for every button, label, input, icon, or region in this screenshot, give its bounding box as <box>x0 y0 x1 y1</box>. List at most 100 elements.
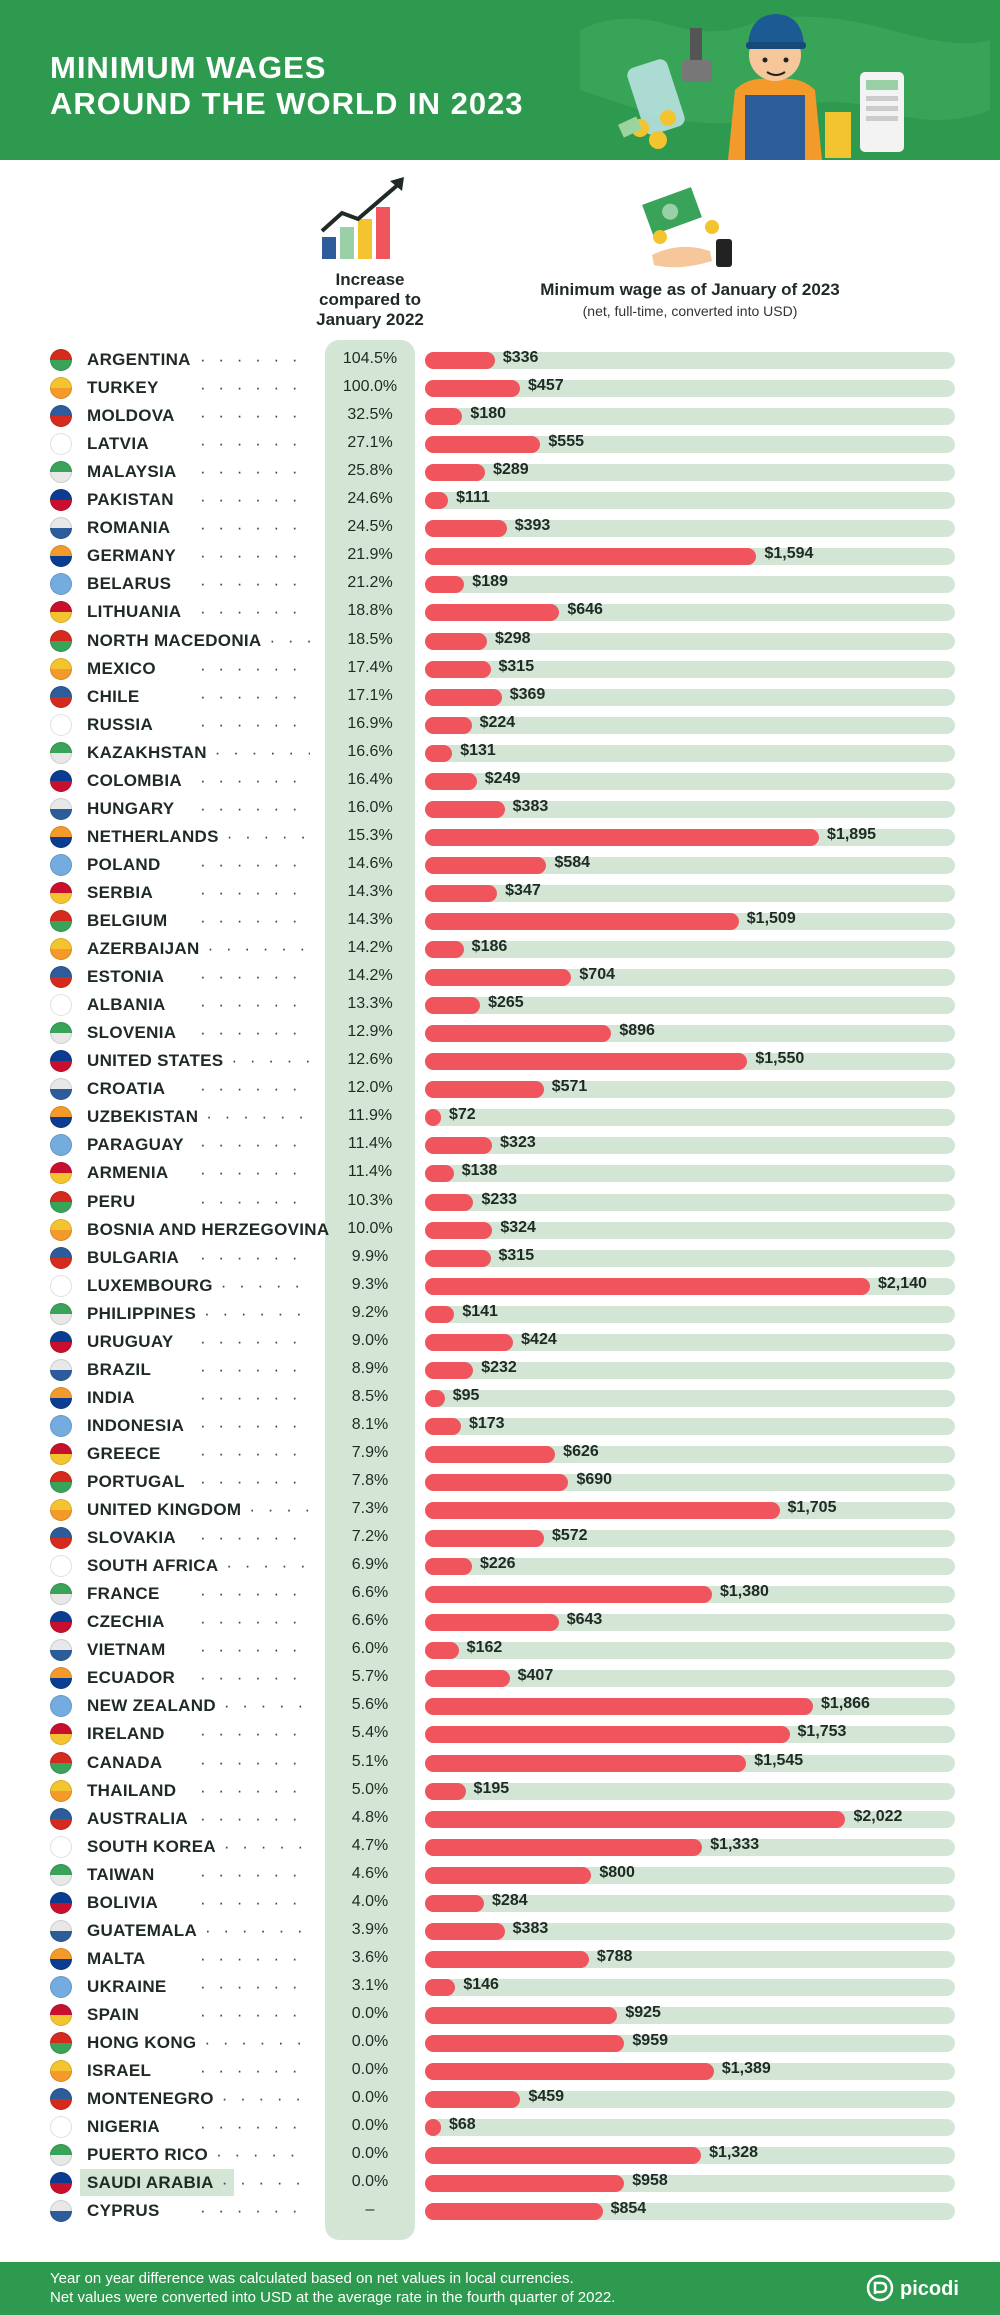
wage-bar <box>425 1389 445 1407</box>
wage-value-label: $1,550 <box>755 1050 805 1068</box>
increase-value: 17.1% <box>347 686 393 704</box>
increase-value: 104.5% <box>342 350 398 367</box>
wage-value-label: $162 <box>466 1639 503 1657</box>
chart-row: MONTENEGRO 0.0% $459 · · · · · · · · · · · … <box>0 2085 1000 2113</box>
wage-bar <box>425 1642 459 1660</box>
wage-value-label: $626 <box>563 1442 599 1460</box>
increase-value: 9.3% <box>351 1275 389 1293</box>
chart-row: UZBEKISTAN 11.9% $72 · · · · · · · · · · · … <box>0 1103 1000 1131</box>
bar-track <box>425 1165 955 1183</box>
dot-leader: · · · · · · · · · · · · <box>223 1836 310 1856</box>
country-name: ECUADOR <box>87 1668 176 1688</box>
country-name: NIGERIA <box>87 2117 160 2137</box>
picodi-logo-icon <box>866 2274 894 2302</box>
wage-value-label: $111 <box>456 489 490 507</box>
wage-value-label: $2,022 <box>853 1807 903 1825</box>
wage-value-label: $323 <box>500 1134 536 1152</box>
wage-bar <box>425 1894 485 1912</box>
wage-value-label: $289 <box>493 461 529 479</box>
chart-row: POLAND 14.6% $584 · · · · · · · · · · · · <box>0 851 1000 879</box>
dot-leader: · · · · · · · · · · · · <box>200 798 310 818</box>
increase-value: 14.6% <box>347 854 393 872</box>
wage-bar <box>425 1978 456 1996</box>
country-name: UNITED STATES <box>87 1051 224 1071</box>
wage-value-label: $224 <box>479 713 516 731</box>
wage-value-label: $347 <box>505 881 541 899</box>
chart-row: INDIA 8.5% $95 · · · · · · · · · · · · <box>0 1384 1000 1412</box>
bar-track <box>425 1081 955 1099</box>
dot-leader: · · · · · · · · · · · · <box>200 1415 310 1435</box>
dot-leader: · · · · · · · · · · · · <box>200 1387 310 1407</box>
footer-banner: Year on year difference was calculated b… <box>0 2262 1000 2315</box>
country-name: MOLDOVA <box>87 406 175 426</box>
wage-value-label: $854 <box>610 2200 647 2218</box>
country-name: UNITED KINGDOM <box>87 1500 242 1520</box>
country-name: SPAIN <box>87 2004 140 2024</box>
dot-leader: · · · · · · · · · · · · <box>221 2089 310 2109</box>
chart-row: UNITED KINGDOM 7.3% $1,705 · · · · · · · · … <box>0 1496 1000 1524</box>
wage-bar <box>425 660 491 678</box>
chart-row: UNITED STATES 12.6% $1,550 · · · · · · · · … <box>0 1047 1000 1075</box>
dot-leader: · · · · · · · · · · · · <box>200 911 310 930</box>
country-name: MEXICO <box>87 658 156 678</box>
increase-value: 10.0% <box>347 1219 393 1237</box>
increase-value: 7.3% <box>351 1500 389 1518</box>
wage-bar <box>425 2063 714 2081</box>
dot-leader: · · · · · · · · · · · · <box>200 602 310 622</box>
country-name: LATVIA <box>87 434 149 454</box>
dot-leader: · · · · · · · · · · · · <box>200 854 310 874</box>
dot-leader: · · · · · · · · · · · · <box>200 1191 310 1211</box>
increase-value: 0.0% <box>351 2004 389 2022</box>
dot-leader: · · · · · · · · · · · · <box>200 518 310 538</box>
country-name: NETHERLANDS <box>87 826 219 846</box>
country-flag-icon <box>50 601 72 624</box>
bar-track <box>425 1137 955 1155</box>
dot-leader: · · · · · · · · · · · · <box>200 546 310 566</box>
country-flag-icon <box>50 1527 72 1550</box>
country-name: GERMANY <box>87 546 176 566</box>
header-banner: MINIMUM WAGES AROUND THE WORLD IN 2023 <box>0 0 1000 160</box>
country-name: URUGUAY <box>87 1331 174 1351</box>
wage-bar <box>425 1558 472 1576</box>
bar-track <box>425 800 955 818</box>
increase-value: 18.8% <box>347 602 393 620</box>
wage-value-label: $138 <box>461 1162 498 1180</box>
bar-track <box>425 380 955 398</box>
chart-row: GREECE 7.9% $626 · · · · · · · · · · · · <box>0 1440 1000 1468</box>
country-name: POLAND <box>87 854 161 874</box>
chart-row: BELARUS 21.2% $189 · · · · · · · · · · · · <box>0 570 1000 598</box>
increase-value: 5.7% <box>351 1668 389 1686</box>
increase-value: 0.0% <box>351 2117 389 2135</box>
country-flag-icon <box>50 461 72 484</box>
country-flag-icon <box>50 1471 72 1493</box>
country-name: CANADA <box>87 1752 163 1772</box>
dot-leader: · · · · · · · · · · · · <box>200 1247 310 1267</box>
wage-value-label: $298 <box>494 629 531 647</box>
dot-leader: · · · · · · · · · · · · <box>200 2004 310 2024</box>
country-flag-icon <box>50 1190 72 1213</box>
country-name: THAILAND <box>87 1780 177 1800</box>
dot-leader: · · · · · · · · · · · · <box>221 2173 310 2193</box>
country-flag-icon <box>50 517 72 540</box>
bar-track <box>425 884 955 902</box>
bar-track <box>425 1558 955 1576</box>
wage-value-label: $324 <box>500 1218 536 1236</box>
increase-value: 24.5% <box>347 518 393 536</box>
wage-value-label: $1,895 <box>827 825 876 843</box>
bar-track <box>425 1417 955 1435</box>
country-flag-icon <box>50 2060 72 2083</box>
increase-value: 9.0% <box>351 1331 389 1349</box>
wage-bar <box>425 1417 461 1435</box>
country-name: TURKEY <box>87 378 159 398</box>
country-flag-icon <box>50 1499 72 1522</box>
country-flag-icon <box>50 1835 72 1858</box>
chart-row: BRAZIL 8.9% $232 · · · · · · · · · · · · <box>0 1356 1000 1384</box>
country-name: PAKISTAN <box>87 490 174 510</box>
increase-value: 14.2% <box>347 967 393 985</box>
dot-leader: · · · · · · · · · · · · <box>200 1808 310 1828</box>
bar-track <box>425 997 955 1015</box>
wage-bar <box>425 1810 846 1828</box>
wage-bar <box>425 520 507 538</box>
increase-value: 0.0% <box>351 2033 389 2050</box>
bar-track <box>425 941 955 959</box>
